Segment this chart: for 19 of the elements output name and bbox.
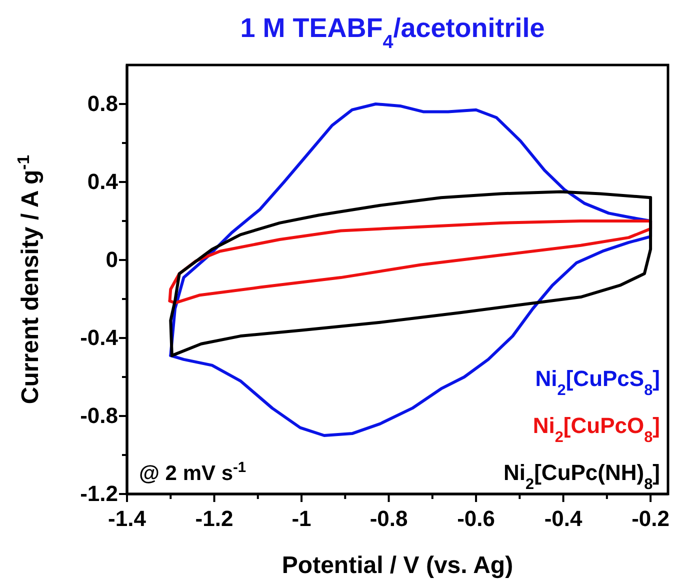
y-tick-label: 0.4 xyxy=(87,169,119,194)
annotation: @ 2 mV s$^{-1}$ xyxy=(139,460,246,485)
chart-title: 1 M TEABF$_{4}$/acetonitrile xyxy=(240,13,545,52)
y-tick-label: 0 xyxy=(106,247,118,272)
x-tick-label: -1 xyxy=(292,506,312,532)
x-tick-label: -0.4 xyxy=(544,506,584,532)
y-tick-label: 0.8 xyxy=(87,91,118,116)
text: Ni$_{2}$[CuPcS$_{8}$] xyxy=(535,366,660,398)
x-axis-title: Potential / V (vs. Ag) xyxy=(282,552,514,579)
y-tick-label: -1.2 xyxy=(80,481,118,506)
x-tick-label: -0.8 xyxy=(370,506,408,532)
x-tick-label: -1.2 xyxy=(195,506,234,532)
x-tick-label: -0.6 xyxy=(457,506,495,532)
text: Ni$_{2}$[CuPcO$_{8}$] xyxy=(532,413,660,446)
text: Ni$_{2}$[CuPc(NH)$_{8}$] xyxy=(504,460,660,492)
y-tick-label: -0.4 xyxy=(80,325,119,350)
x-tick-label: -0.2 xyxy=(632,506,670,532)
y-tick-label: -0.8 xyxy=(80,403,118,428)
x-tick-label: -1.4 xyxy=(108,506,147,532)
